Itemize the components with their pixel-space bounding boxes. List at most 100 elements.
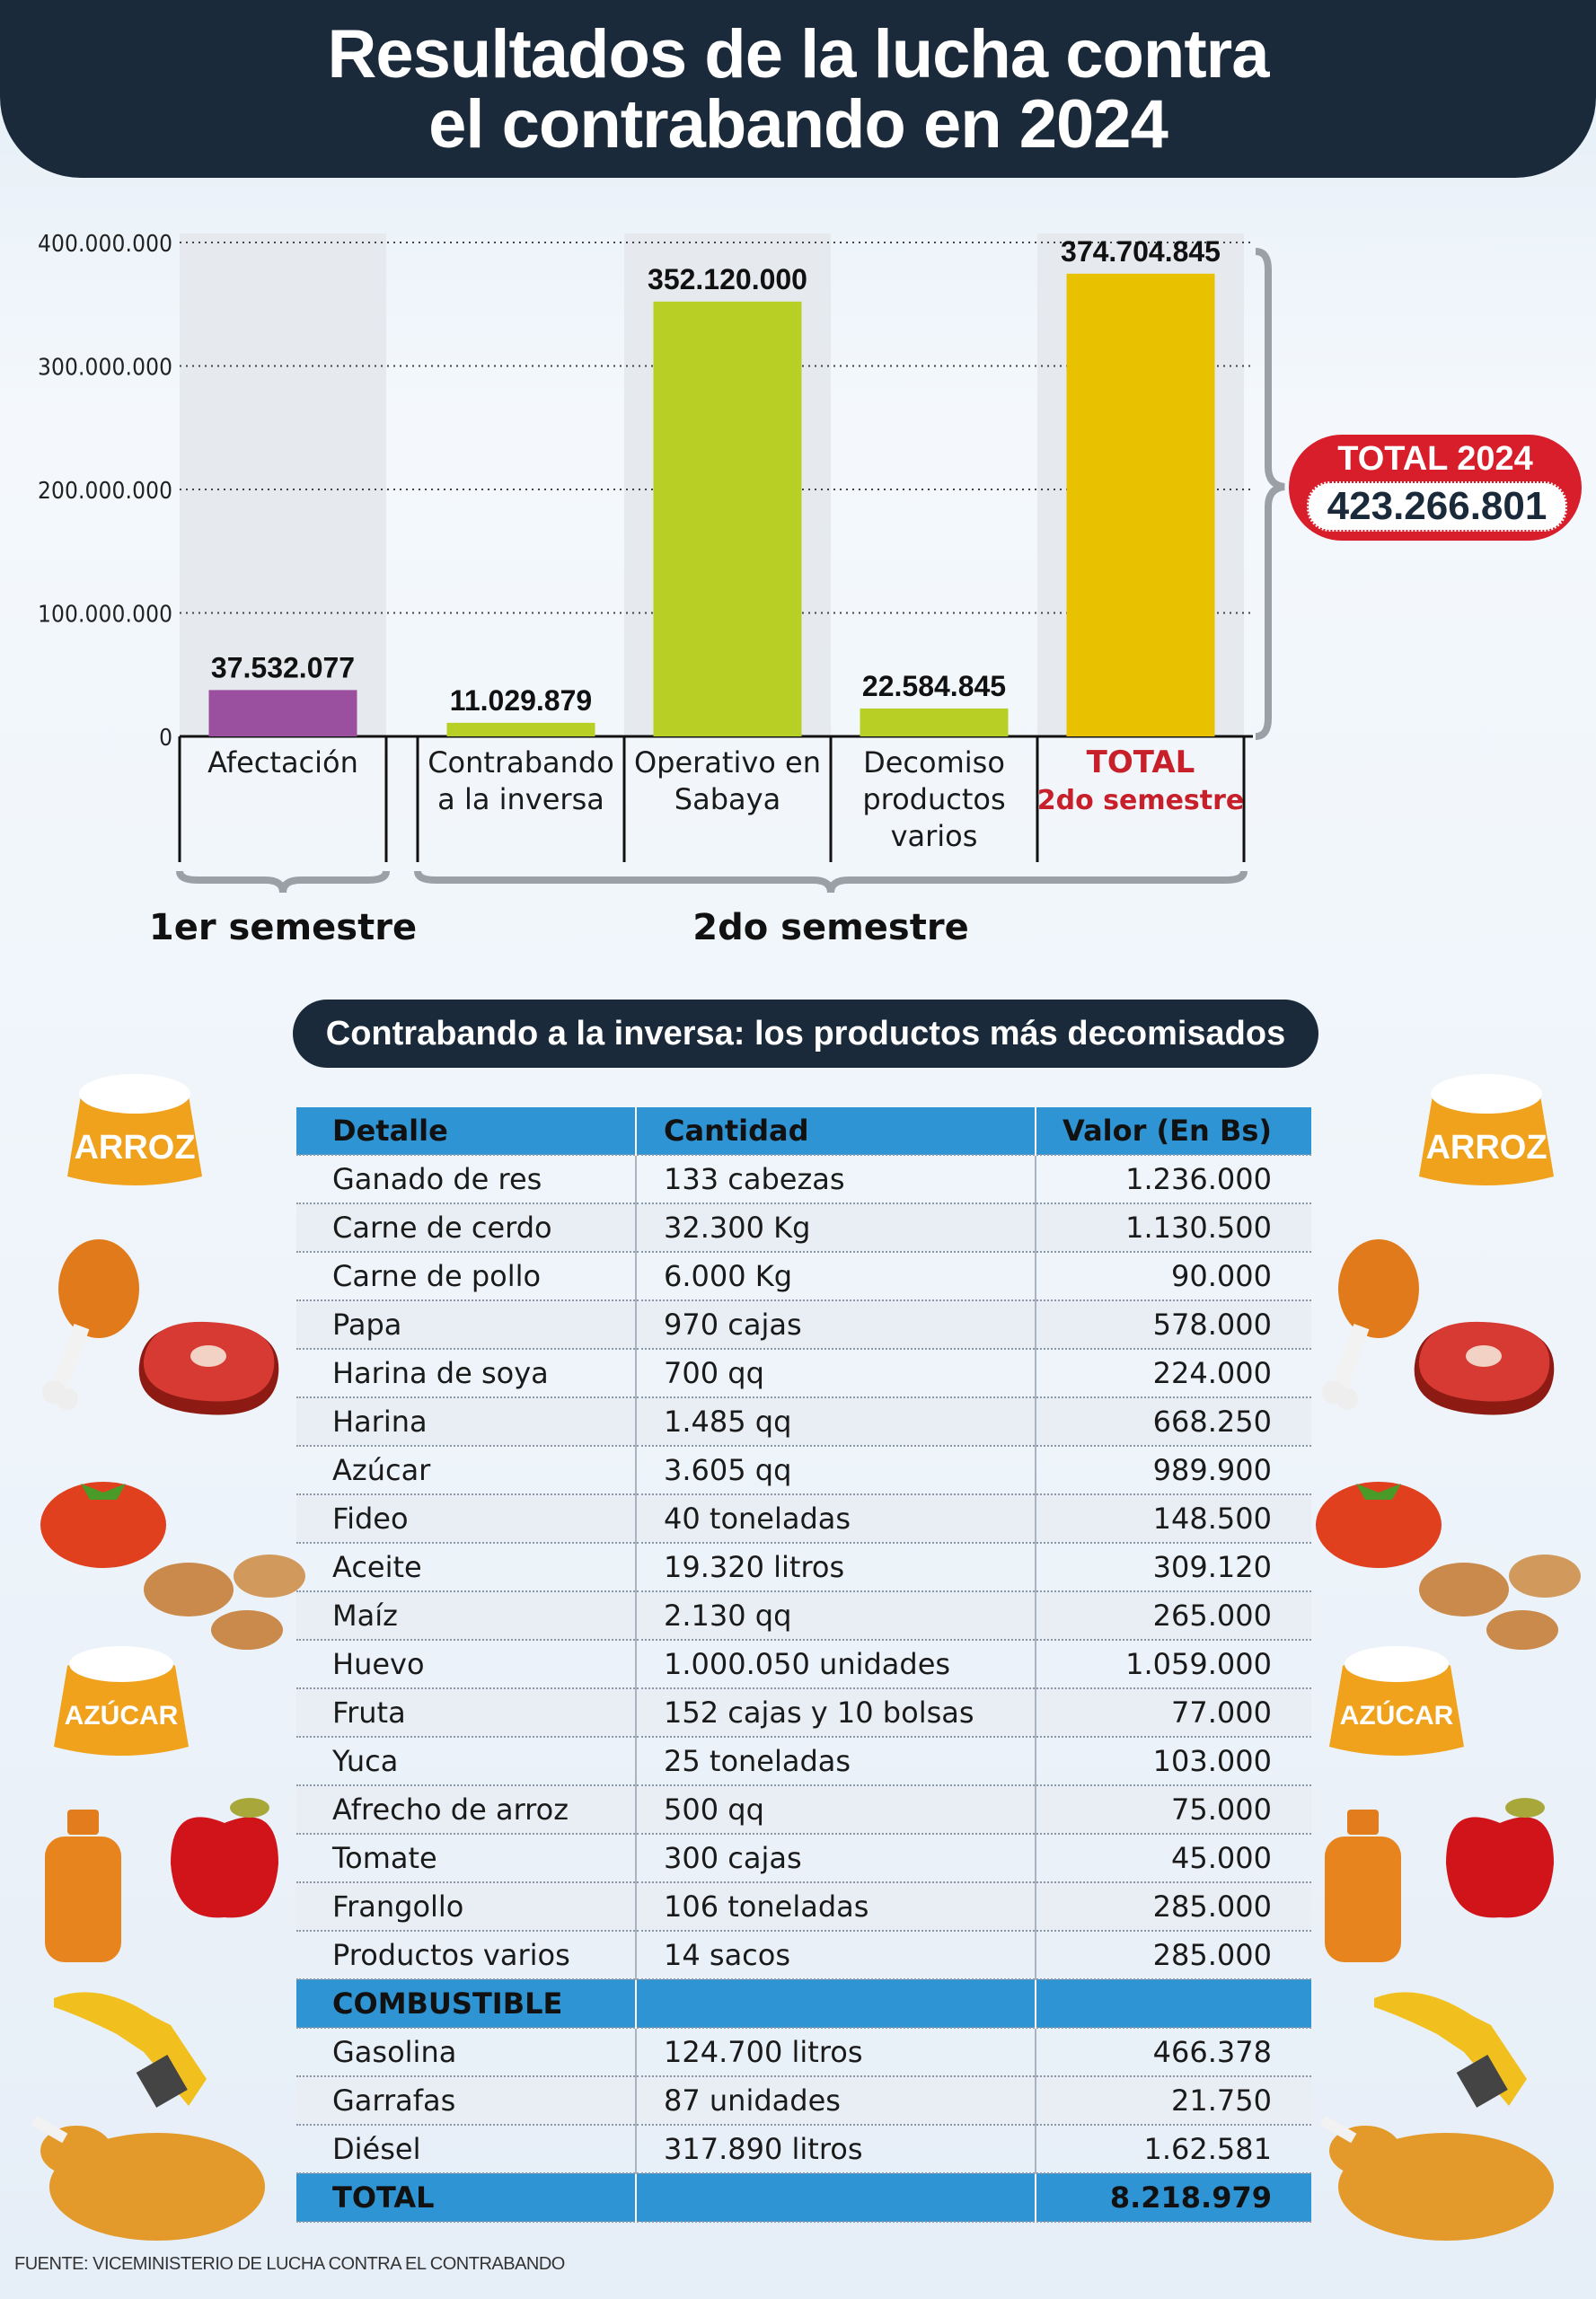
table-row: Tomate 300 cajas 45.000 xyxy=(296,1834,1311,1883)
cell-valor: 1.130.500 xyxy=(1035,1203,1311,1253)
svg-text:ARROZ: ARROZ xyxy=(1425,1129,1547,1167)
cell-detalle: Diésel xyxy=(296,2125,636,2174)
cell-valor: 989.900 xyxy=(1035,1446,1311,1495)
table-row: Yuca 25 toneladas 103.000 xyxy=(296,1737,1311,1786)
table-row: Carne de cerdo 32.300 Kg 1.130.500 xyxy=(296,1203,1311,1253)
source-note: FUENTE: VICEMINISTERIO DE LUCHA CONTRA E… xyxy=(14,2254,565,2274)
table-total-row: TOTAL 8.218.979 xyxy=(296,2173,1311,2223)
cell-valor: 75.000 xyxy=(1035,1785,1311,1835)
sugar-sack-icon: AZÚCAR xyxy=(1329,1646,1464,1756)
cell-cantidad: 970 cajas xyxy=(635,1300,1036,1350)
category-label: TOTAL xyxy=(1087,744,1195,780)
cell-valor: 8.218.979 xyxy=(1035,2173,1311,2223)
group-label: 1er semestre xyxy=(149,907,417,943)
cell-valor: 1.236.000 xyxy=(1035,1155,1311,1204)
table-row: Gasolina 124.700 litros 466.378 xyxy=(296,2028,1311,2077)
cell-valor: 1.059.000 xyxy=(1035,1640,1311,1689)
cell-valor: 309.120 xyxy=(1035,1543,1311,1592)
svg-text:ARROZ: ARROZ xyxy=(74,1129,195,1167)
table-row: Diésel 317.890 litros 1.62.581 xyxy=(296,2125,1311,2174)
apple-icon xyxy=(1446,1798,1554,1918)
total-2024-badge: TOTAL 2024 423.266.801 xyxy=(1289,435,1582,541)
category-label: Sabaya xyxy=(675,782,780,816)
bar-value-label: 374.704.845 xyxy=(1061,235,1221,268)
cell-valor: 578.000 xyxy=(1035,1300,1311,1350)
y-tick-label: 100.000.000 xyxy=(38,602,172,629)
potato-icon xyxy=(1419,1555,1581,1650)
tomato-icon xyxy=(1316,1482,1442,1568)
category-label: Contrabando xyxy=(428,745,614,780)
category-label: Operativo en xyxy=(634,745,821,780)
cell-valor: 668.250 xyxy=(1035,1397,1311,1447)
table-row: Huevo 1.000.050 unidades 1.059.000 xyxy=(296,1640,1311,1689)
table-section-title: Contrabando a la inversa: los productos … xyxy=(293,1000,1318,1068)
bar-value-label: 37.532.077 xyxy=(211,651,355,683)
bar xyxy=(653,301,802,736)
cell-valor: 265.000 xyxy=(1035,1591,1311,1641)
cell-cantidad: 32.300 Kg xyxy=(635,1203,1036,1253)
category-label: productos xyxy=(862,782,1005,816)
cell-detalle: Fruta xyxy=(296,1688,636,1738)
cell-detalle: Maíz xyxy=(296,1591,636,1641)
cell-detalle: Harina xyxy=(296,1397,636,1447)
cell-valor xyxy=(1035,1979,1311,2029)
category-label: Decomiso xyxy=(863,745,1005,780)
bar xyxy=(446,722,595,736)
page-title-line-1: Resultados de la lucha contra xyxy=(327,16,1270,92)
bar-chart: 0 100.000.000 200.000.000 300.000.000 400.00… xyxy=(38,231,1285,943)
cell-cantidad: 700 qq xyxy=(635,1349,1036,1398)
header-banner: Resultados de la lucha contra el contrab… xyxy=(0,0,1596,178)
table-row: Maíz 2.130 qq 265.000 xyxy=(296,1591,1311,1641)
cell-cantidad: 1.485 qq xyxy=(635,1397,1036,1447)
seized-products-table: Detalle Cantidad Valor (En Bs) Ganado de… xyxy=(296,1107,1311,2223)
table-row: Harina 1.485 qq 668.250 xyxy=(296,1397,1311,1447)
steak-icon xyxy=(1414,1321,1555,1415)
cell-detalle: Carne de pollo xyxy=(296,1252,636,1301)
table-section-row: COMBUSTIBLE xyxy=(296,1979,1311,2029)
cell-detalle: Papa xyxy=(296,1300,636,1350)
apple-icon xyxy=(171,1798,278,1918)
cell-valor: 148.500 xyxy=(1035,1494,1311,1544)
cell-detalle: Garrafas xyxy=(296,2076,636,2126)
table-header-row: Detalle Cantidad Valor (En Bs) xyxy=(296,1107,1311,1156)
cell-detalle: Ganado de res xyxy=(296,1155,636,1204)
cell-detalle: Aceite xyxy=(296,1543,636,1592)
cell-cantidad xyxy=(635,2173,1036,2223)
cell-valor: 21.750 xyxy=(1035,2076,1311,2126)
cell-valor: 90.000 xyxy=(1035,1252,1311,1301)
cell-valor: 285.000 xyxy=(1035,1931,1311,1980)
bar-value-label: 11.029.879 xyxy=(450,684,592,717)
column-header-cantidad: Cantidad xyxy=(635,1107,1036,1156)
table-row: Afrecho de arroz 500 qq 75.000 xyxy=(296,1785,1311,1835)
steak-icon xyxy=(138,1321,279,1415)
cell-cantidad: 500 qq xyxy=(635,1785,1036,1835)
roast-chicken-icon xyxy=(1319,2115,1554,2241)
total-brace xyxy=(1255,248,1285,740)
category-label: a la inversa xyxy=(437,782,604,816)
category-label: Afectación xyxy=(207,745,358,780)
cell-detalle: Huevo xyxy=(296,1640,636,1689)
cell-detalle: COMBUSTIBLE xyxy=(296,1979,636,2029)
gas-cylinder-icon xyxy=(45,1810,121,1962)
svg-text:AZÚCAR: AZÚCAR xyxy=(1340,1700,1454,1731)
rice-sack-icon: ARROZ xyxy=(1419,1074,1554,1185)
y-tick-label: 0 xyxy=(159,725,172,752)
cell-detalle: TOTAL xyxy=(296,2173,636,2223)
svg-text:AZÚCAR: AZÚCAR xyxy=(65,1700,179,1731)
bar-value-label: 22.584.845 xyxy=(862,670,1006,702)
cell-cantidad: 152 cajas y 10 bolsas xyxy=(635,1688,1036,1738)
cell-valor: 103.000 xyxy=(1035,1737,1311,1786)
chicken-leg-icon xyxy=(42,1239,139,1410)
column-shade xyxy=(180,233,386,736)
sugar-sack-icon: AZÚCAR xyxy=(54,1646,189,1756)
y-tick-label: 200.000.000 xyxy=(38,478,172,505)
cell-detalle: Harina de soya xyxy=(296,1349,636,1398)
table-row: Garrafas 87 unidades 21.750 xyxy=(296,2076,1311,2126)
cell-cantidad: 1.000.050 unidades xyxy=(635,1640,1036,1689)
cell-valor: 45.000 xyxy=(1035,1834,1311,1883)
cell-detalle: Carne de cerdo xyxy=(296,1203,636,1253)
total-2024-value: 423.266.801 xyxy=(1307,481,1567,532)
cell-cantidad: 133 cabezas xyxy=(635,1155,1036,1204)
cell-cantidad: 2.130 qq xyxy=(635,1591,1036,1641)
cell-valor: 1.62.581 xyxy=(1035,2125,1311,2174)
